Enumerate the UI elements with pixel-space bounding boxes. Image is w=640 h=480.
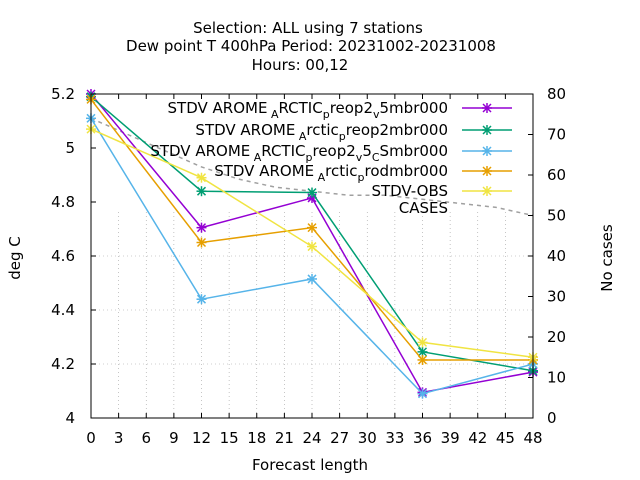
series-3 — [86, 113, 538, 399]
y2-tick-label: 40 — [547, 247, 566, 265]
data-point — [417, 337, 428, 348]
legend-entry-3: STDV AROME ARCTICpreop2v5CSmbr000 — [150, 142, 512, 164]
legend-label: STDV AROME ARCTICpreop2v5mbr000 — [168, 99, 448, 121]
data-point — [196, 186, 207, 197]
data-point — [196, 222, 207, 233]
x-tick-label: 15 — [220, 429, 239, 447]
x-tick-label: 0 — [86, 429, 96, 447]
legend-entry-4: STDV AROME Arcticprodmbr000 — [214, 162, 512, 184]
y2-tick-label: 10 — [547, 369, 566, 387]
y-tick-label: 4.8 — [51, 193, 75, 211]
legend-entry-5: STDV-OBS — [371, 182, 512, 200]
legend-entry-2: STDV AROME Arcticpreop2mbr000 — [195, 121, 512, 143]
y2-tick-label: 50 — [547, 207, 566, 225]
x-tick-label: 39 — [441, 429, 460, 447]
axis-ticks: 0 3 6 9 12 15 18 21 24 27 30 33 36 39 42 45 4844.24.44.6… — [51, 85, 566, 447]
data-point — [307, 187, 317, 198]
y-tick-label: 4.2 — [51, 355, 75, 373]
y-tick-label: 5 — [65, 139, 75, 157]
y-tick-label: 4.4 — [51, 301, 75, 319]
x-tick-label: 24 — [302, 429, 321, 447]
y-axis-label: deg C — [6, 236, 24, 280]
data-point — [482, 186, 492, 196]
y-tick-label: 4 — [65, 409, 75, 427]
data-point — [196, 294, 207, 305]
data-point — [417, 346, 428, 357]
x-tick-label: 18 — [247, 429, 266, 447]
data-point — [307, 222, 317, 233]
data-point — [196, 237, 207, 248]
y-tick-label: 4.6 — [51, 247, 75, 265]
y2-tick-label: 20 — [547, 328, 566, 346]
x-tick-label: 3 — [114, 429, 124, 447]
x-tick-label: 45 — [496, 429, 515, 447]
legend-entry-cases: CASES — [399, 199, 448, 217]
x-axis-label: Forecast length — [252, 456, 368, 474]
x-tick-label: 33 — [385, 429, 404, 447]
data-point — [307, 273, 317, 284]
y2-tick-label: 0 — [547, 409, 557, 427]
data-point — [482, 125, 492, 135]
legend-label: STDV AROME Arcticpreop2mbr000 — [195, 121, 448, 143]
x-tick-label: 9 — [169, 429, 179, 447]
y-tick-label: 5.2 — [51, 85, 75, 103]
title-line-3: Hours: 00,12 — [252, 56, 349, 74]
legend-label: CASES — [399, 199, 448, 217]
data-point — [417, 354, 428, 365]
legend-label: STDV AROME Arcticprodmbr000 — [214, 162, 448, 184]
x-tick-label: 48 — [523, 429, 542, 447]
legend-label: STDV AROME ARCTICpreop2v5CSmbr000 — [150, 142, 448, 164]
x-tick-label: 30 — [358, 429, 377, 447]
chart-title: Selection: ALL using 7 stations Dew poin… — [126, 19, 496, 74]
data-point — [482, 146, 492, 156]
y2-tick-label: 60 — [547, 166, 566, 184]
x-tick-label: 21 — [275, 429, 294, 447]
y2-tick-label: 70 — [547, 126, 566, 144]
grid — [91, 212, 533, 418]
title-line-2: Dew point T 400hPa Period: 20231002-2023… — [126, 37, 496, 55]
series-2 — [86, 91, 538, 376]
data-point — [482, 166, 492, 176]
title-line-1: Selection: ALL using 7 stations — [193, 19, 423, 37]
x-tick-label: 42 — [468, 429, 487, 447]
series-5 — [86, 124, 538, 363]
x-tick-label: 27 — [330, 429, 349, 447]
y2-tick-label: 80 — [547, 85, 566, 103]
legend-entry-1: STDV AROME ARCTICpreop2v5mbr000 — [168, 99, 512, 121]
data-point — [307, 241, 317, 252]
legend-label: STDV-OBS — [371, 182, 448, 200]
x-tick-label: 6 — [141, 429, 151, 447]
x-tick-label: 36 — [413, 429, 432, 447]
y2-tick-label: 30 — [547, 288, 566, 306]
data-point — [196, 172, 207, 183]
data-point — [482, 103, 492, 113]
y2-axis-label: No cases — [598, 224, 616, 292]
x-tick-label: 12 — [192, 429, 211, 447]
data-point — [417, 388, 428, 399]
